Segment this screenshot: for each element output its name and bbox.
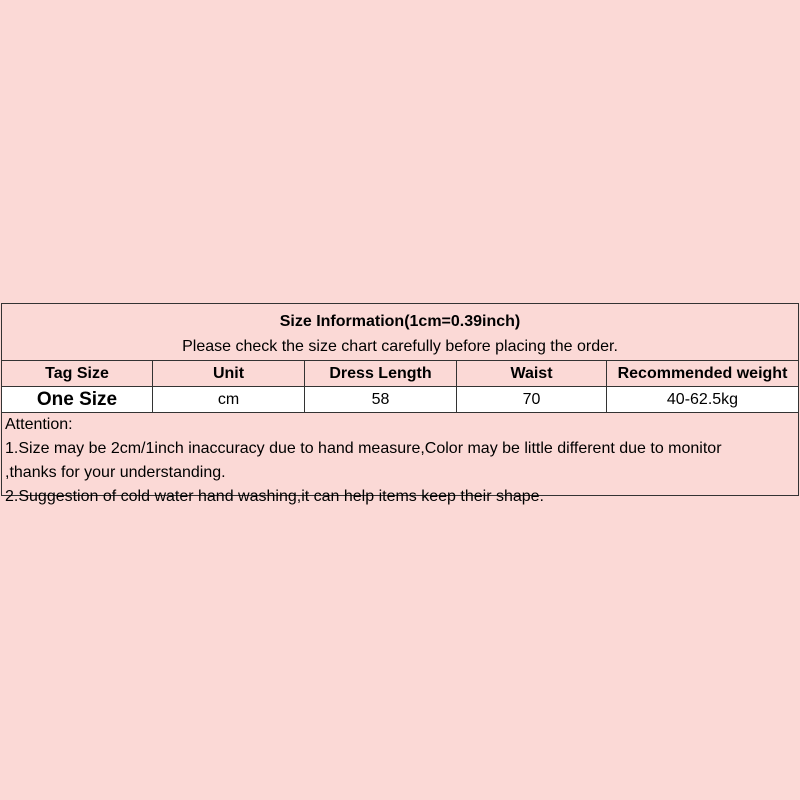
header-cell: Unit [153,361,305,386]
notes: Attention: 1.Size may be 2cm/1inch inacc… [2,413,798,509]
table-subtitle: Please check the size chart carefully be… [182,338,618,355]
header-cell: Dress Length [305,361,457,386]
cell: One Size [2,387,153,412]
cell: 58 [305,387,457,412]
size-chart-table: Size Information(1cm=0.39inch) Please ch… [1,303,799,505]
note-line: ,thanks for your understanding. [5,464,226,481]
note-line: 1.Size may be 2cm/1inch inaccuracy due t… [5,440,722,457]
title-block: Size Information(1cm=0.39inch) Please ch… [2,304,798,361]
header-cell: Recommended weight [617,365,788,382]
table-row: One Size cm 58 70 40-62.5kg [2,387,798,413]
cell: cm [153,387,305,412]
cell: 70 [457,387,607,412]
header-cell: Waist [457,361,607,386]
header-cell: Tag Size [2,361,153,386]
note-line: Attention: [5,416,73,433]
header-row: Tag Size Unit Dress Length Waist Recomme… [2,361,798,387]
note-line: 2.Suggestion of cold water hand washing,… [5,488,544,505]
table-title: Size Information(1cm=0.39inch) [279,313,521,330]
cell: 40-62.5kg [666,391,739,408]
